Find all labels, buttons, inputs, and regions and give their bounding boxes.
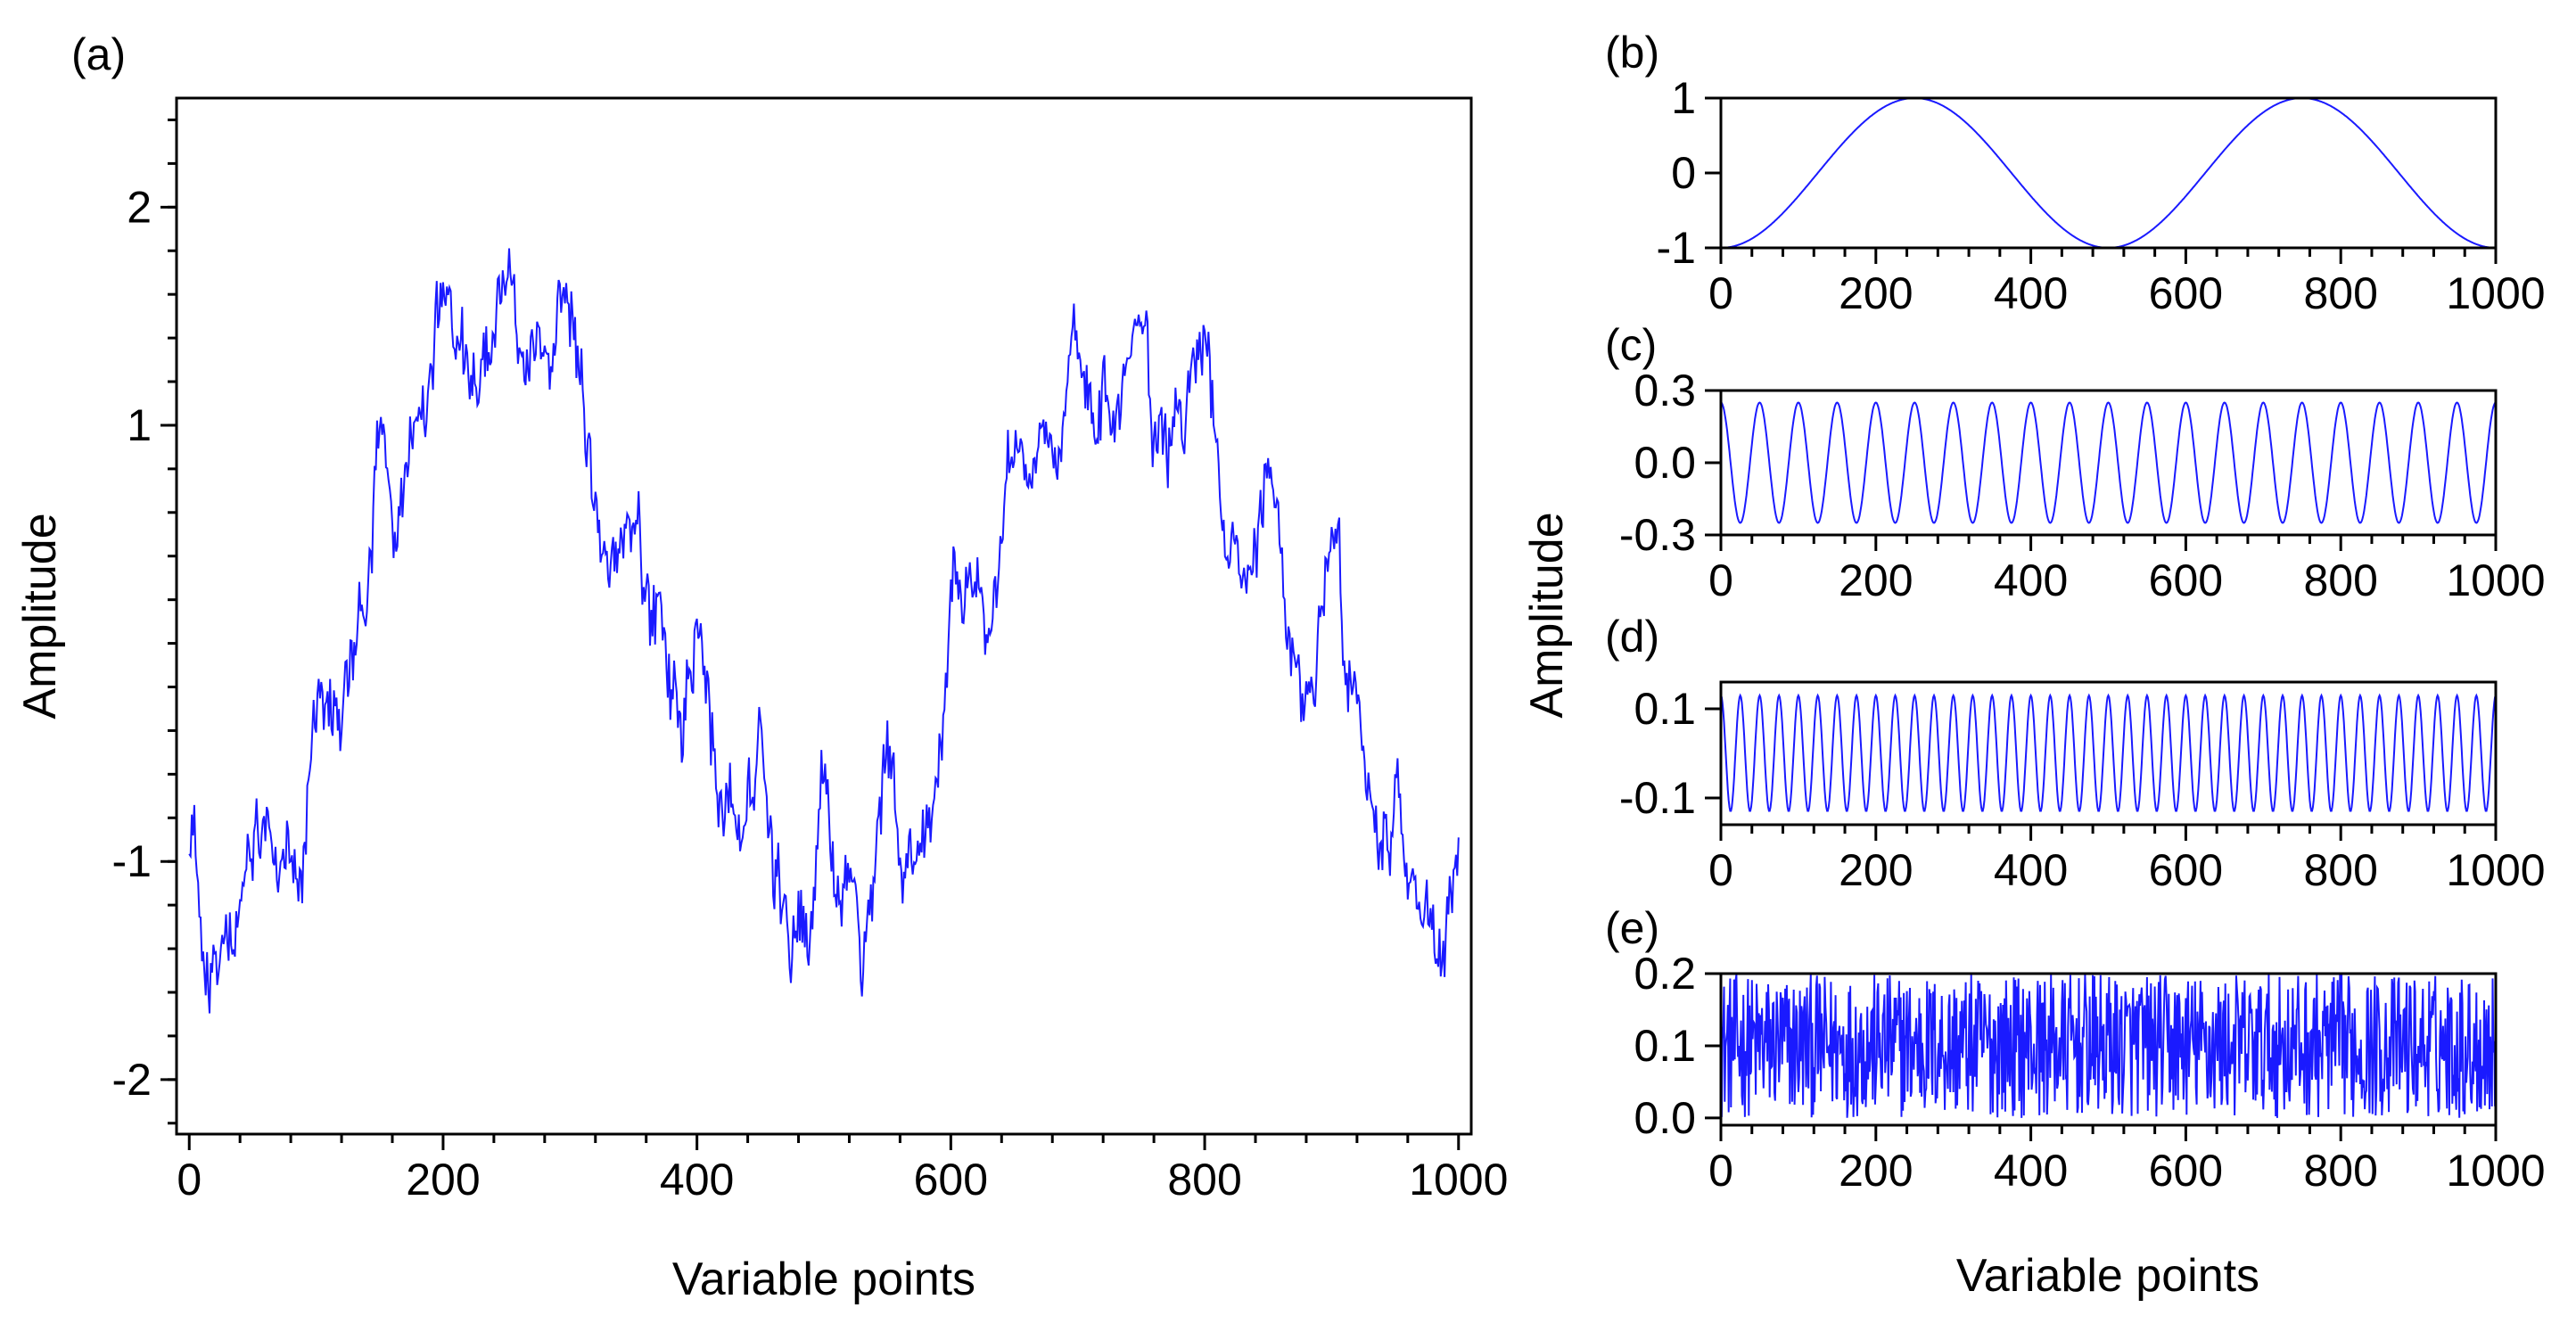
series-line-b bbox=[1721, 97, 2496, 249]
shared-y-axis-title: Amplitude bbox=[1521, 512, 1573, 718]
panel-c: 0 200 400 600 800 1000 -0.3 0.0 0.3(c) bbox=[1605, 320, 2546, 605]
x-tick-label-c: 600 bbox=[2149, 555, 2223, 605]
y-tick-label-a: 2 bbox=[127, 182, 152, 232]
x-tick-label-c: 400 bbox=[1994, 555, 2068, 605]
y-tick-label-c: 0.3 bbox=[1634, 366, 1696, 415]
x-axis-title-a: Variable points bbox=[672, 1254, 975, 1305]
x-tick-label-a: 800 bbox=[1167, 1155, 1241, 1205]
x-tick-label-b: 1000 bbox=[2446, 268, 2545, 318]
x-tick-label-d: 200 bbox=[1839, 845, 1913, 895]
x-tick-label-e: 600 bbox=[2149, 1146, 2223, 1196]
x-tick-label-e: 400 bbox=[1994, 1146, 2068, 1196]
y-tick-label-b: 1 bbox=[1671, 73, 1696, 123]
x-tick-label-d: 400 bbox=[1994, 845, 2068, 895]
x-tick-label-e: 1000 bbox=[2446, 1146, 2545, 1196]
x-tick-label-c: 0 bbox=[1708, 555, 1733, 605]
x-tick-label-e: 0 bbox=[1708, 1146, 1733, 1196]
plot-frame-a bbox=[175, 96, 1473, 1136]
x-tick-label-a: 0 bbox=[177, 1155, 202, 1205]
panel-label-c: (c) bbox=[1605, 320, 1657, 370]
x-tick-label-d: 1000 bbox=[2446, 845, 2545, 895]
panel-b: 0 200 400 600 800 1000-101(b) bbox=[1605, 28, 2546, 318]
plot-frame-e bbox=[1719, 972, 2498, 1127]
y-axis-title-a: Amplitude bbox=[14, 513, 66, 719]
x-tick-label-a: 400 bbox=[660, 1155, 734, 1205]
plot-frame-c bbox=[1719, 389, 2498, 537]
x-tick-label-c: 200 bbox=[1839, 555, 1913, 605]
x-tick-label-b: 0 bbox=[1708, 268, 1733, 318]
panel-e: 0 200 400 600 800 1000 0.0 0.1 0.2(e) bbox=[1605, 903, 2546, 1196]
x-tick-label-e: 200 bbox=[1839, 1146, 1913, 1196]
y-tick-label-a: -1 bbox=[112, 836, 152, 886]
y-tick-label-b: 0 bbox=[1671, 148, 1696, 198]
y-tick-label-d: 0.1 bbox=[1634, 684, 1696, 734]
panel-d: 0 200 400 600 800 1000 -0.1 0.1 (d) bbox=[1605, 612, 2546, 895]
panel-label-d: (d) bbox=[1605, 612, 1659, 662]
panel-label-a: (a) bbox=[71, 29, 126, 79]
y-tick-label-b: -1 bbox=[1657, 223, 1696, 273]
x-tick-label-a: 1000 bbox=[1409, 1155, 1508, 1205]
series-line-a bbox=[188, 248, 1460, 1014]
series-line-e bbox=[1720, 973, 2497, 1118]
panel-label-b: (b) bbox=[1605, 28, 1659, 78]
x-tick-label-a: 600 bbox=[914, 1155, 988, 1205]
panel-label-e: (e) bbox=[1605, 903, 1659, 953]
y-tick-label-e: 0.2 bbox=[1634, 949, 1696, 999]
shared-x-axis-title: Variable points bbox=[1956, 1250, 2259, 1302]
x-tick-label-a: 200 bbox=[406, 1155, 480, 1205]
x-tick-label-d: 0 bbox=[1708, 845, 1733, 895]
x-tick-label-d: 800 bbox=[2303, 845, 2377, 895]
x-tick-label-c: 800 bbox=[2303, 555, 2377, 605]
y-tick-label-e: 0.0 bbox=[1634, 1093, 1696, 1143]
plot-frame-b bbox=[1719, 96, 2498, 250]
y-tick-label-c: -0.3 bbox=[1619, 510, 1696, 560]
series-line-c bbox=[1720, 401, 2497, 524]
series-line-d bbox=[1720, 693, 2497, 812]
x-tick-label-b: 600 bbox=[2149, 268, 2223, 318]
x-tick-label-b: 200 bbox=[1839, 268, 1913, 318]
x-tick-label-c: 1000 bbox=[2446, 555, 2545, 605]
x-tick-label-d: 600 bbox=[2149, 845, 2223, 895]
x-tick-label-b: 400 bbox=[1994, 268, 2068, 318]
y-tick-label-c: 0.0 bbox=[1634, 438, 1696, 488]
y-tick-label-a: -2 bbox=[112, 1055, 152, 1105]
y-tick-label-d: -0.1 bbox=[1619, 773, 1696, 823]
panel-a: 0 200 400 600 800 1000 -2 -1 1 2 (a) Variable point… bbox=[14, 29, 1508, 1305]
x-tick-label-e: 800 bbox=[2303, 1146, 2377, 1196]
plot-frame-d bbox=[1719, 680, 2498, 826]
y-tick-label-e: 0.1 bbox=[1634, 1021, 1696, 1071]
y-tick-label-a: 1 bbox=[127, 400, 152, 450]
x-tick-label-b: 800 bbox=[2303, 268, 2377, 318]
